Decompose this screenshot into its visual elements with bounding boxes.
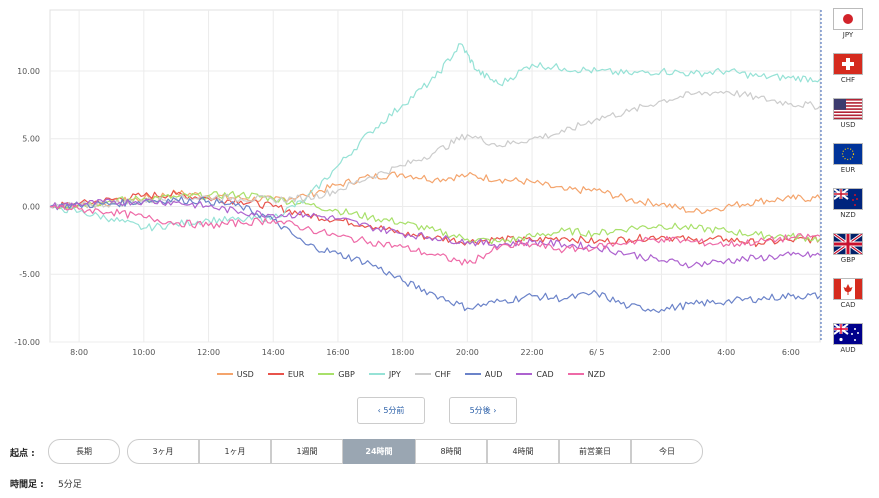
currency-flag-panel: JPY CHF USD EUR NZD GBP CAD AUD	[822, 8, 879, 354]
nzd-flag-icon	[833, 188, 863, 210]
currency-flag-eur[interactable]: EUR	[832, 143, 864, 174]
legend-swatch	[368, 373, 385, 375]
start-option-7[interactable]: 前営業日	[559, 439, 631, 464]
x-tick-label: 16:00	[326, 348, 349, 357]
currency-flag-aud[interactable]: AUD	[832, 323, 864, 354]
x-tick-label: 4:00	[717, 348, 735, 357]
series-line-aud	[49, 196, 821, 314]
series-line-jpy	[49, 43, 821, 232]
plot-area	[49, 9, 821, 343]
x-tick-label: 2:00	[652, 348, 670, 357]
y-tick-label: -10.00	[14, 338, 40, 347]
currency-code-label: USD	[840, 121, 856, 129]
x-tick-label: 6:00	[782, 348, 800, 357]
currency-code-label: CAD	[840, 301, 856, 309]
y-tick-label: 10.00	[17, 67, 40, 76]
currency-code-label: EUR	[840, 166, 856, 174]
legend-label: CAD	[536, 369, 554, 379]
legend-label: GBP	[338, 369, 355, 379]
start-option-4[interactable]: 24時間	[343, 439, 415, 464]
series-line-cad	[49, 198, 821, 269]
x-tick-label: 18:00	[391, 348, 414, 357]
legend-swatch	[567, 373, 584, 375]
legend-label: CHF	[434, 369, 451, 379]
start-option-5[interactable]: 8時間	[415, 439, 487, 464]
legend-item-cad[interactable]: CAD	[516, 369, 554, 379]
legend-label: JPY	[388, 369, 401, 379]
prev-5min-button[interactable]: ‹ 5分前	[357, 397, 425, 424]
legend-item-usd[interactable]: USD	[216, 369, 254, 379]
next-5min-button[interactable]: 5分後 ›	[449, 397, 517, 424]
x-tick-label: 14:00	[262, 348, 285, 357]
y-tick-label: 5.00	[22, 135, 40, 144]
legend-swatch	[464, 373, 481, 375]
series-line-chf	[49, 90, 821, 209]
y-tick-label: -5.00	[19, 270, 40, 279]
currency-code-label: JPY	[842, 31, 854, 39]
x-tick-label: 12:00	[197, 348, 220, 357]
legend-swatch	[414, 373, 431, 375]
jpy-flag-icon	[833, 8, 863, 30]
start-option-8[interactable]: 今日	[631, 439, 703, 464]
usd-flag-icon	[833, 98, 863, 120]
chart-legend: USD EUR GBP JPY CHF AUD CAD NZD	[0, 368, 822, 379]
legend-label: USD	[236, 369, 254, 379]
series-line-usd	[49, 171, 821, 215]
x-tick-label: 10:00	[132, 348, 155, 357]
legend-item-gbp[interactable]: GBP	[318, 370, 355, 379]
legend-item-aud[interactable]: AUD	[464, 369, 503, 379]
legend-item-chf[interactable]: CHF	[414, 369, 451, 379]
legend-swatch	[516, 373, 533, 375]
legend-item-jpy[interactable]: JPY	[368, 369, 401, 379]
chf-flag-icon	[833, 53, 863, 75]
legend-item-nzd[interactable]: NZD	[567, 369, 606, 379]
gbp-flag-icon	[833, 233, 863, 255]
start-option-2[interactable]: 1ヶ月	[199, 439, 271, 464]
start-option-0[interactable]: 長期	[48, 439, 120, 464]
legend-label: NZD	[587, 369, 606, 379]
currency-code-label: AUD	[840, 346, 856, 354]
aud-flag-icon	[833, 323, 863, 345]
currency-flag-usd[interactable]: USD	[832, 98, 864, 129]
cad-flag-icon	[833, 278, 863, 300]
currency-flag-chf[interactable]: CHF	[832, 53, 864, 84]
timeframe-label: 時間足 :	[10, 480, 44, 490]
currency-flag-cad[interactable]: CAD	[832, 278, 864, 309]
start-option-1[interactable]: 3ヶ月	[127, 439, 199, 464]
x-tick-label: 20:00	[456, 348, 479, 357]
legend-label: EUR	[287, 369, 305, 379]
legend-swatch	[267, 373, 284, 375]
x-tick-label: 22:00	[521, 348, 544, 357]
x-tick-label: 8:00	[70, 348, 88, 357]
legend-item-eur[interactable]: EUR	[267, 369, 305, 379]
currency-flag-nzd[interactable]: NZD	[832, 188, 864, 219]
legend-swatch	[216, 373, 233, 375]
series-line-nzd	[49, 204, 821, 266]
eur-flag-icon	[833, 143, 863, 165]
timeframe-value: 5分足	[58, 480, 82, 490]
series-line-gbp	[49, 190, 821, 245]
x-tick-label: 6/ 5	[589, 348, 604, 357]
start-option-3[interactable]: 1週間	[271, 439, 343, 464]
start-option-6[interactable]: 4時間	[487, 439, 559, 464]
currency-code-label: GBP	[840, 256, 856, 264]
legend-label: AUD	[484, 369, 503, 379]
currency-strength-chart: 10.00 5.00 0.00 -5.00 -10.00 8:00 10:00 12:00 14…	[14, 9, 822, 357]
legend-swatch	[318, 373, 335, 375]
start-point-label: 起点 :	[10, 449, 35, 459]
y-tick-label: 0.00	[22, 202, 40, 211]
currency-code-label: CHF	[840, 76, 856, 84]
currency-flag-jpy[interactable]: JPY	[832, 8, 864, 39]
currency-code-label: NZD	[840, 211, 856, 219]
currency-flag-gbp[interactable]: GBP	[832, 233, 864, 264]
